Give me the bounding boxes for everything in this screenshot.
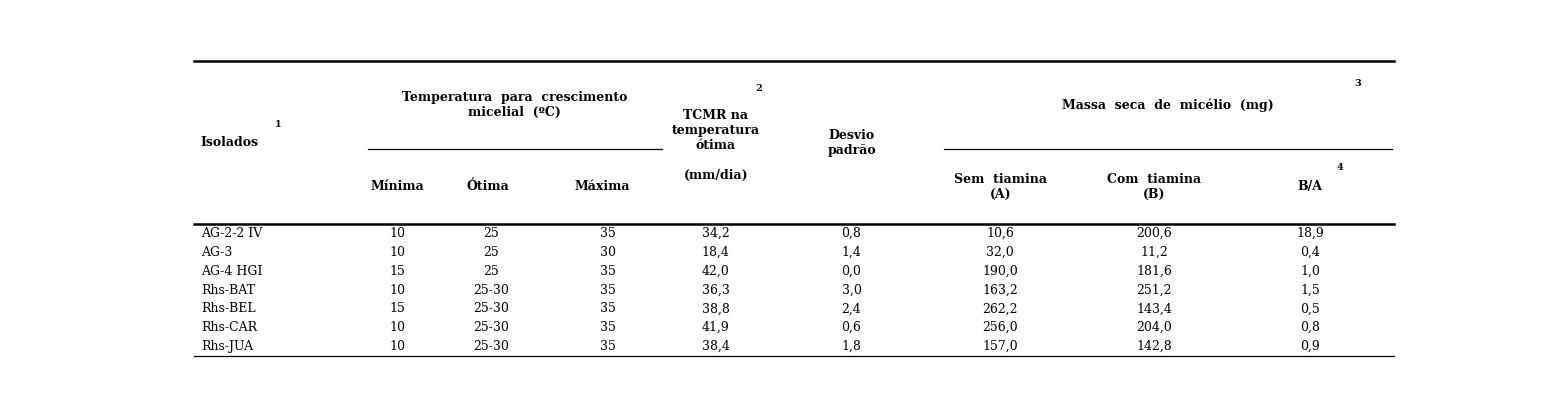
Text: Rhs-CAR: Rhs-CAR bbox=[201, 321, 257, 334]
Text: 0,4: 0,4 bbox=[1300, 246, 1320, 259]
Text: 10: 10 bbox=[390, 284, 406, 297]
Text: Máxima: Máxima bbox=[575, 180, 629, 193]
Text: 25-30: 25-30 bbox=[474, 321, 510, 334]
Text: 143,4: 143,4 bbox=[1135, 302, 1173, 315]
Text: 0,9: 0,9 bbox=[1300, 340, 1320, 353]
Text: 10: 10 bbox=[390, 340, 406, 353]
Text: 256,0: 256,0 bbox=[982, 321, 1018, 334]
Text: 262,2: 262,2 bbox=[982, 302, 1018, 315]
Text: 42,0: 42,0 bbox=[702, 265, 730, 278]
Text: AG-4 HGI: AG-4 HGI bbox=[201, 265, 262, 278]
Text: Massa  seca  de  micélio  (mg): Massa seca de micélio (mg) bbox=[1063, 98, 1273, 112]
Text: 163,2: 163,2 bbox=[982, 284, 1018, 297]
Text: 35: 35 bbox=[599, 265, 615, 278]
Text: 35: 35 bbox=[599, 227, 615, 240]
Text: Sem  tiamina
(A): Sem tiamina (A) bbox=[954, 173, 1047, 201]
Text: 3: 3 bbox=[1354, 79, 1360, 88]
Text: 0,6: 0,6 bbox=[841, 321, 861, 334]
Text: 1,5: 1,5 bbox=[1300, 284, 1320, 297]
Text: 10,6: 10,6 bbox=[987, 227, 1015, 240]
Text: 15: 15 bbox=[390, 265, 406, 278]
Text: 34,2: 34,2 bbox=[702, 227, 730, 240]
Text: 3,0: 3,0 bbox=[841, 284, 861, 297]
Text: 38,8: 38,8 bbox=[702, 302, 730, 315]
Text: AG-2-2 IV: AG-2-2 IV bbox=[201, 227, 262, 240]
Text: 38,4: 38,4 bbox=[702, 340, 730, 353]
Text: 0,0: 0,0 bbox=[841, 265, 861, 278]
Text: 25-30: 25-30 bbox=[474, 284, 510, 297]
Text: Desvio
padrão: Desvio padrão bbox=[827, 129, 875, 157]
Text: 2: 2 bbox=[756, 83, 762, 92]
Text: AG-3: AG-3 bbox=[201, 246, 232, 259]
Text: 10: 10 bbox=[390, 321, 406, 334]
Text: Ótima: Ótima bbox=[466, 180, 510, 193]
Text: Rhs-JUA: Rhs-JUA bbox=[201, 340, 252, 353]
Text: TCMR na
temperatura
ótima: TCMR na temperatura ótima bbox=[672, 109, 761, 152]
Text: 25: 25 bbox=[483, 227, 499, 240]
Text: 157,0: 157,0 bbox=[982, 340, 1018, 353]
Text: Temperatura  para  crescimento
micelial  (ºC): Temperatura para crescimento micelial (º… bbox=[403, 91, 627, 119]
Text: 1,4: 1,4 bbox=[841, 246, 861, 259]
Text: 10: 10 bbox=[390, 227, 406, 240]
Text: 4: 4 bbox=[1337, 164, 1343, 173]
Text: 35: 35 bbox=[599, 302, 615, 315]
Text: 0,8: 0,8 bbox=[841, 227, 861, 240]
Text: 32,0: 32,0 bbox=[987, 246, 1015, 259]
Text: 10: 10 bbox=[390, 246, 406, 259]
Text: 18,9: 18,9 bbox=[1297, 227, 1324, 240]
Text: 36,3: 36,3 bbox=[702, 284, 730, 297]
Text: 2,4: 2,4 bbox=[841, 302, 861, 315]
Text: 25: 25 bbox=[483, 246, 499, 259]
Text: 25-30: 25-30 bbox=[474, 340, 510, 353]
Text: 251,2: 251,2 bbox=[1137, 284, 1171, 297]
Text: 142,8: 142,8 bbox=[1135, 340, 1173, 353]
Text: 30: 30 bbox=[599, 246, 617, 259]
Text: Isolados: Isolados bbox=[201, 136, 259, 149]
Text: 41,9: 41,9 bbox=[702, 321, 730, 334]
Text: Rhs-BEL: Rhs-BEL bbox=[201, 302, 256, 315]
Text: 35: 35 bbox=[599, 284, 615, 297]
Text: 25-30: 25-30 bbox=[474, 302, 510, 315]
Text: 181,6: 181,6 bbox=[1135, 265, 1173, 278]
Text: Mínima: Mínima bbox=[370, 180, 424, 193]
Text: 0,5: 0,5 bbox=[1300, 302, 1320, 315]
Text: 1,8: 1,8 bbox=[841, 340, 861, 353]
Text: Rhs-BAT: Rhs-BAT bbox=[201, 284, 256, 297]
Text: 15: 15 bbox=[390, 302, 406, 315]
Text: 25: 25 bbox=[483, 265, 499, 278]
Text: 1: 1 bbox=[276, 120, 282, 129]
Text: 11,2: 11,2 bbox=[1140, 246, 1168, 259]
Text: 18,4: 18,4 bbox=[702, 246, 730, 259]
Text: 200,6: 200,6 bbox=[1135, 227, 1173, 240]
Text: 35: 35 bbox=[599, 340, 615, 353]
Text: B/A: B/A bbox=[1298, 180, 1323, 193]
Text: Com  tiamina
(B): Com tiamina (B) bbox=[1108, 173, 1200, 201]
Text: 204,0: 204,0 bbox=[1135, 321, 1173, 334]
Text: 0,8: 0,8 bbox=[1300, 321, 1320, 334]
Text: 35: 35 bbox=[599, 321, 615, 334]
Text: 1,0: 1,0 bbox=[1300, 265, 1320, 278]
Text: 190,0: 190,0 bbox=[982, 265, 1018, 278]
Text: (mm/dia): (mm/dia) bbox=[683, 169, 748, 182]
